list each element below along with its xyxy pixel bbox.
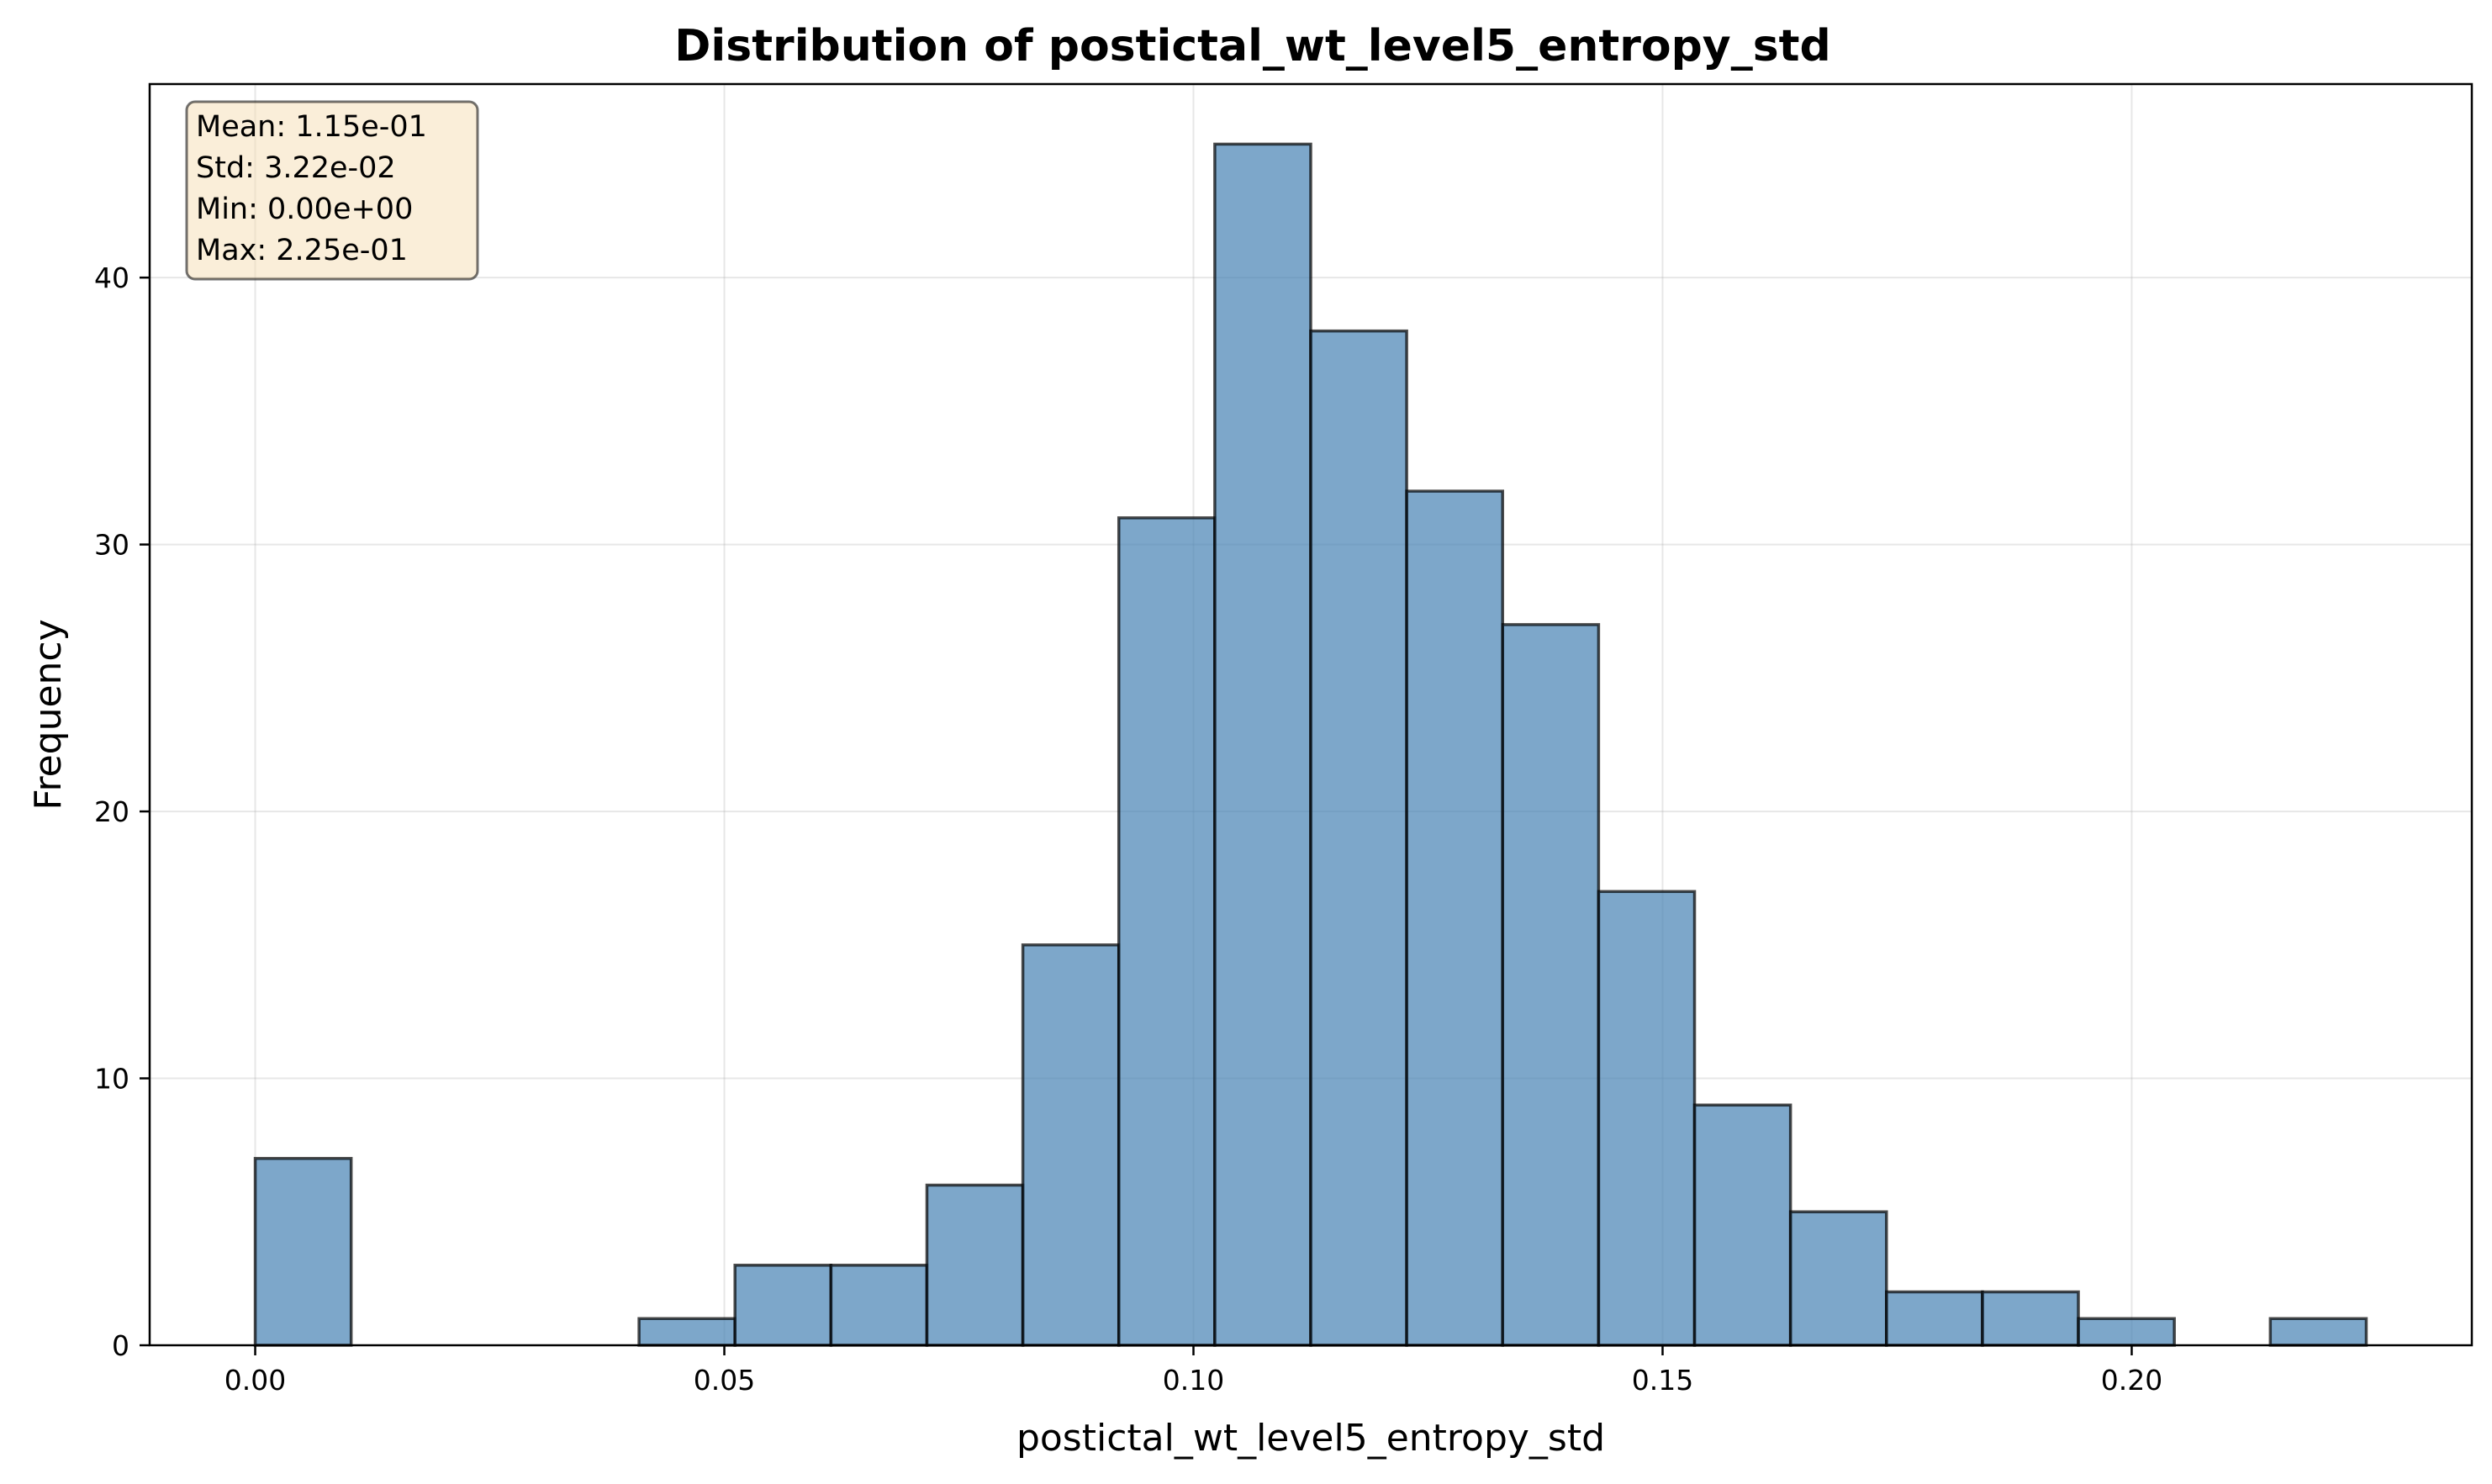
- x-tick-label-3: 0.15: [1632, 1364, 1693, 1397]
- histogram-bar-16: [1788, 1210, 1888, 1347]
- x-tick-label-4: 0.20: [2101, 1364, 2162, 1397]
- histogram-bar-6: [829, 1264, 929, 1347]
- histogram-bar-17: [1885, 1290, 1984, 1347]
- stats-min: Min: 0.00e+00: [196, 193, 413, 226]
- histogram-bar-21: [2268, 1317, 2368, 1347]
- stats-std: Std: 3.22e-02: [196, 151, 396, 185]
- histogram-bar-0: [253, 1157, 353, 1347]
- y-tick-label-1: 10: [94, 1063, 129, 1096]
- stats-box: Mean: 1.15e-01 Std: 3.22e-02 Min: 0.00e+…: [185, 100, 479, 281]
- x-axis-ticks: 0.00 0.05 0.10 0.15 0.20: [224, 1345, 2162, 1397]
- x-tick-label-2: 0.10: [1163, 1364, 1224, 1397]
- x-tick-label-1: 0.05: [694, 1364, 755, 1397]
- y-tick-label-4: 40: [94, 261, 129, 294]
- stats-mean: Mean: 1.15e-01: [196, 110, 427, 144]
- chart-title: Distribution of postictal_wt_level5_entr…: [674, 21, 1831, 71]
- y-tick-label-2: 20: [94, 795, 129, 828]
- histogram-bar-15: [1692, 1103, 1792, 1347]
- stats-box-background: [185, 100, 479, 281]
- histogram-bar-8: [1021, 943, 1121, 1347]
- histogram-bar-7: [925, 1183, 1025, 1347]
- histogram-bar-19: [2077, 1317, 2176, 1347]
- stats-max: Max: 2.25e-01: [196, 234, 408, 267]
- histogram-bar-9: [1117, 516, 1217, 1347]
- histogram-bar-13: [1501, 623, 1601, 1347]
- y-axis-label: Frequency: [27, 619, 70, 810]
- histogram-bar-4: [637, 1317, 737, 1347]
- y-axis-ticks: 0 10 20 30 40: [94, 261, 150, 1362]
- histogram-bar-5: [733, 1264, 833, 1347]
- y-tick-label-3: 30: [94, 529, 129, 562]
- histogram-bar-12: [1405, 489, 1505, 1347]
- histogram-bar-18: [1981, 1290, 2080, 1347]
- histogram-bar-11: [1309, 329, 1408, 1347]
- x-tick-label-0: 0.00: [224, 1364, 286, 1397]
- histogram-bar-14: [1597, 890, 1697, 1347]
- histogram-bars: [253, 142, 2368, 1347]
- y-tick-label-0: 0: [112, 1329, 129, 1362]
- plot-frame: [148, 82, 2474, 1347]
- histogram-bar-10: [1213, 142, 1312, 1347]
- x-axis-label: postictal_wt_level5_entropy_std: [1016, 1417, 1605, 1460]
